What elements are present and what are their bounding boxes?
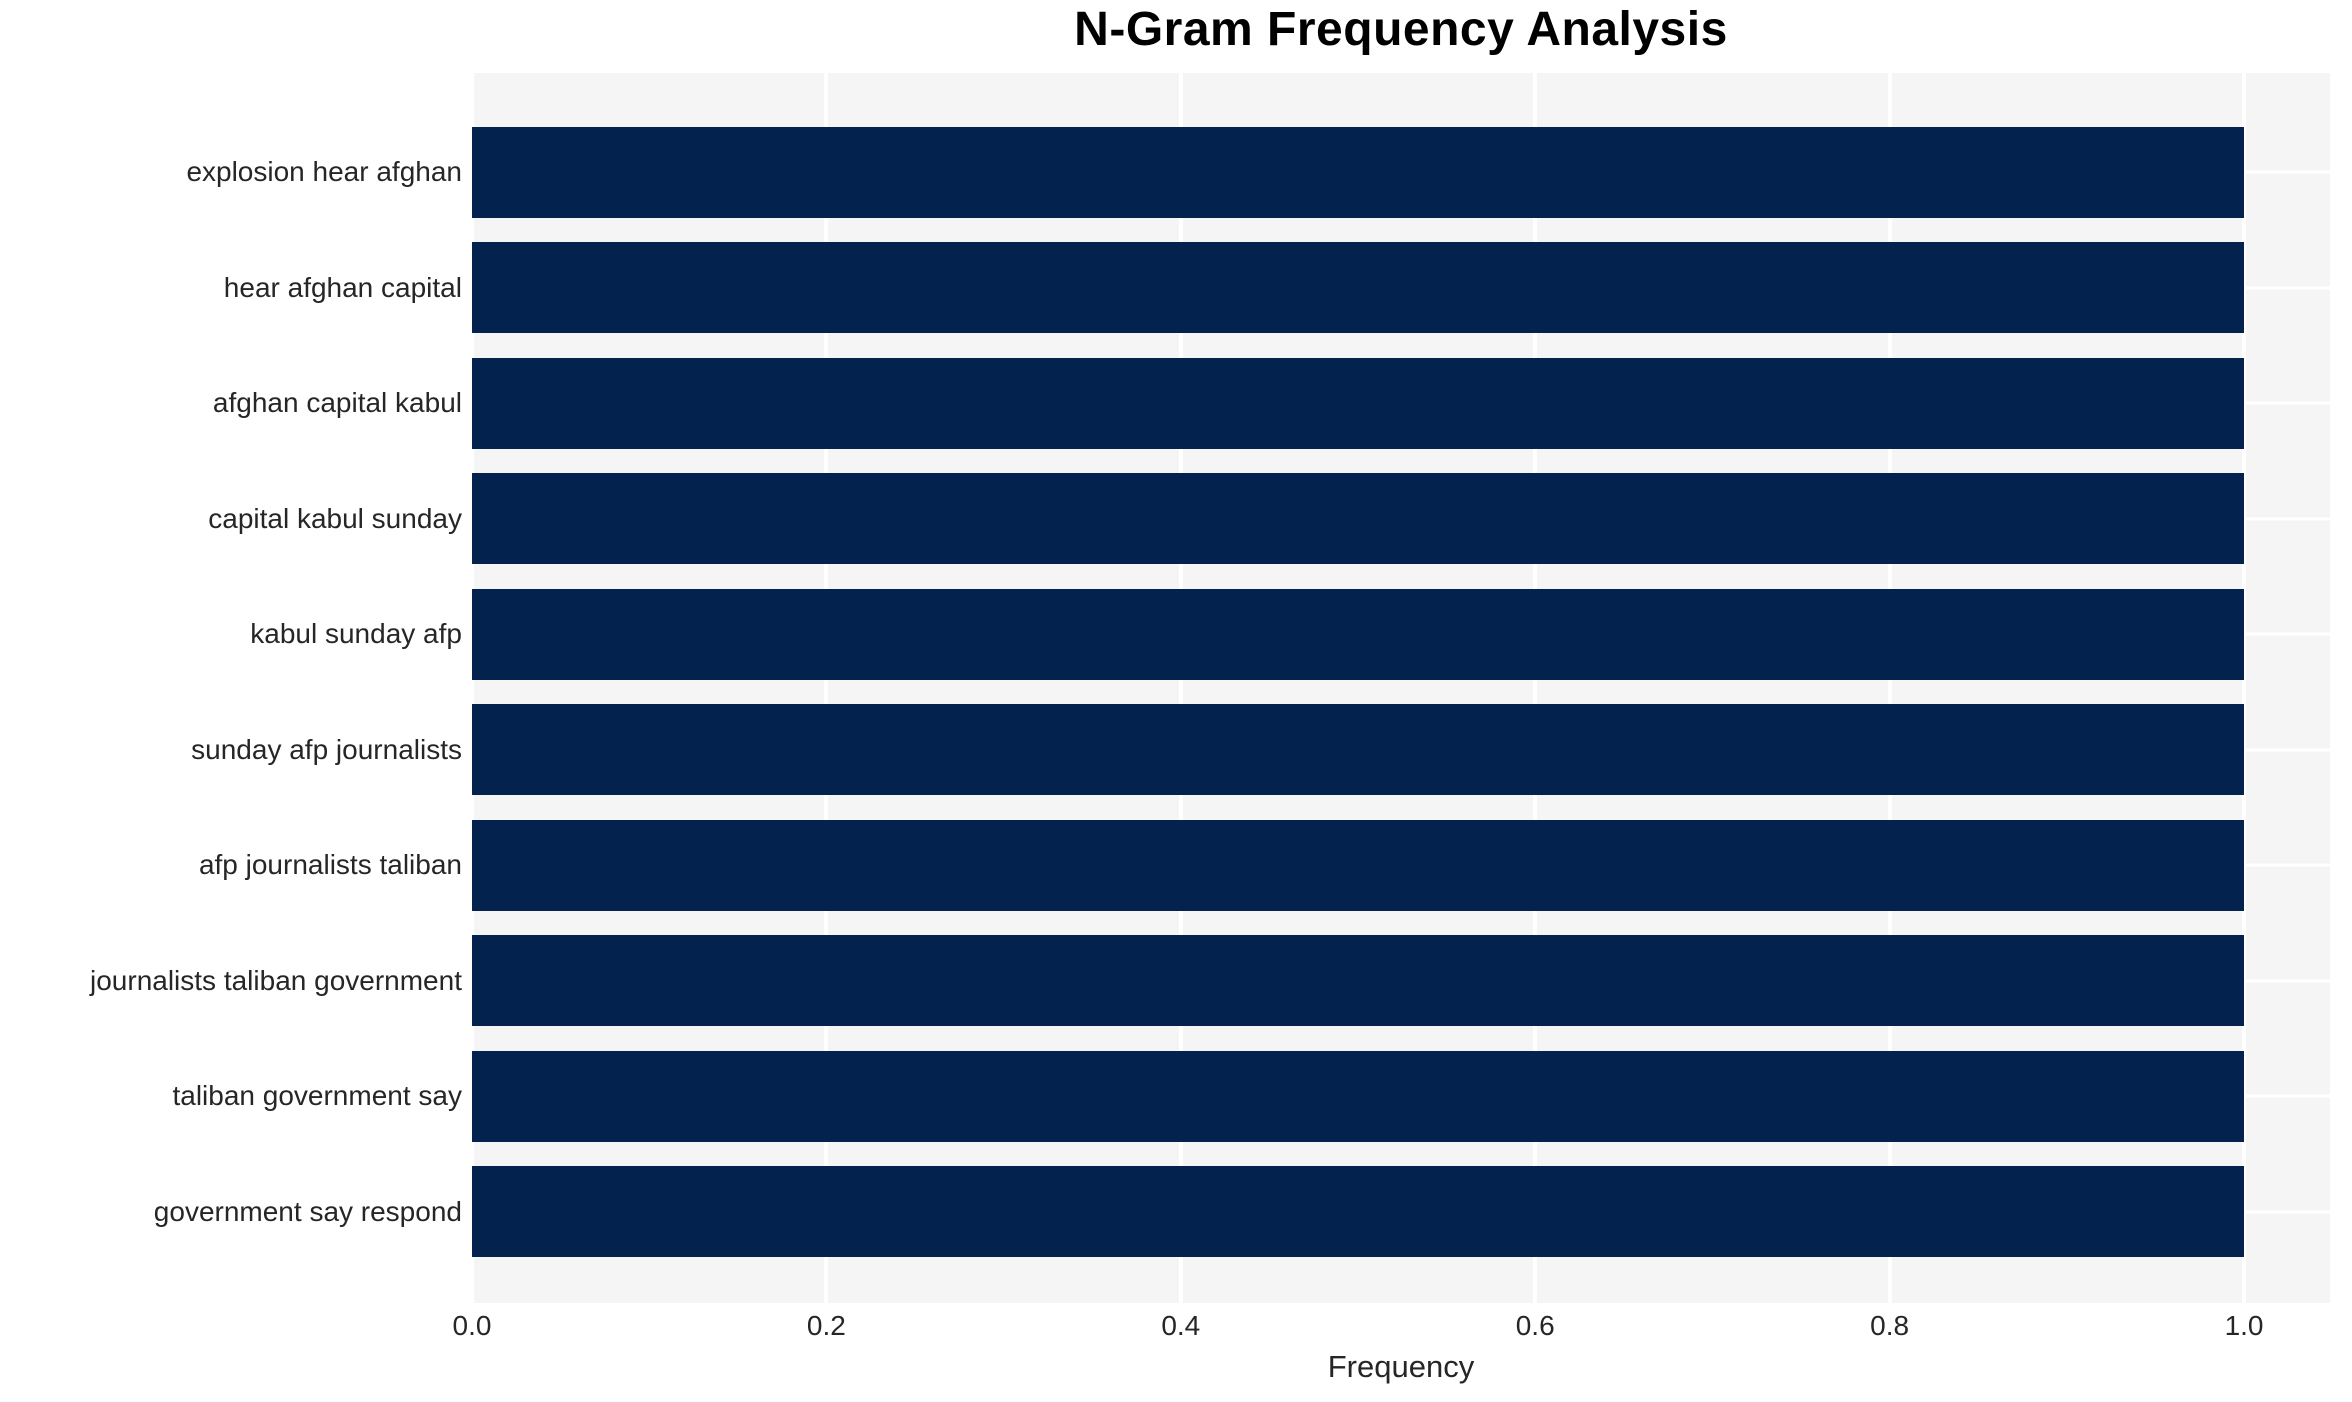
gridline-x [1887,73,1892,1303]
x-tick-label: 0.8 [1870,1310,1910,1342]
y-tick-label: afghan capital kabul [212,387,462,419]
x-axis-title: Frequency [1327,1348,1475,1384]
bar-1 [471,126,2245,218]
x-tick-label: 1.0 [2224,1310,2264,1342]
gridline-x [469,73,474,1303]
y-axis-labels: explosion hear afghan hear afghan capital… [0,73,462,1303]
x-axis-ticks: 0.0 0.2 0.4 0.6 0.8 1.0 [453,1310,2330,1344]
bar-2 [471,242,2245,334]
x-tick-label: 0.2 [806,1310,846,1342]
y-tick-label: journalists taliban government [90,964,462,996]
y-tick-label: government say respond [153,1195,462,1227]
y-tick-label: hear afghan capital [223,271,462,303]
bar-8 [471,935,2245,1027]
chart-title: N-Gram Frequency Analysis [1074,3,1728,56]
gridline-x [824,73,829,1303]
x-tick-label: 0.0 [452,1310,492,1342]
y-tick-label: kabul sunday afp [250,618,462,650]
bar-6 [471,704,2245,796]
y-tick-label: sunday afp journalists [191,733,462,765]
plot-area [469,73,2330,1303]
y-tick-label: afp journalists taliban [198,849,462,881]
x-tick-label: 0.6 [1515,1310,1555,1342]
bar-7 [471,819,2245,911]
y-tick-label: capital kabul sunday [208,502,462,534]
bar-10 [471,1166,2245,1258]
y-tick-label: explosion hear afghan [186,156,462,188]
gridline-x [1178,73,1183,1303]
y-tick-label: taliban government say [172,1080,462,1112]
bar-3 [471,357,2245,449]
bar-5 [471,588,2245,680]
x-tick-label: 0.4 [1161,1310,1201,1342]
bar-9 [471,1050,2245,1142]
gridline-x [2242,73,2247,1303]
bar-4 [471,473,2245,565]
gridline-x [1533,73,1538,1303]
